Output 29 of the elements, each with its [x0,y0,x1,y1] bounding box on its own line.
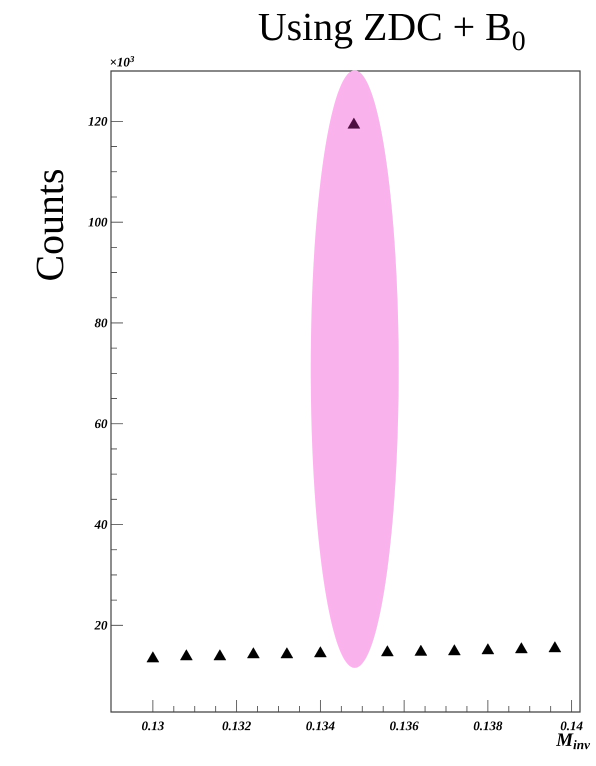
point [448,644,461,656]
point [515,642,528,654]
point [414,644,428,656]
y-tick-label: 40 [94,520,108,529]
point [247,647,260,658]
point [482,643,494,654]
text: ×10$^{3}$ [110,56,134,66]
y-tick-label: 60 [94,419,108,428]
point [214,649,226,660]
point [314,646,327,658]
x-tick-label: 0.136 [390,722,419,730]
y-tick-label: 120 [88,117,108,126]
point [381,645,394,656]
point [180,649,193,660]
x-tick-label: 0.132 [222,722,251,730]
point [548,641,562,652]
y-axis-title: Counts [36,170,64,280]
point [348,118,360,129]
chart-title: Using ZDC + B$_{0}$ [258,14,525,50]
x-axis-title: M$_{inv}$ [556,734,590,750]
point [146,651,160,662]
point [280,647,294,658]
x-tick-label: 0.138 [474,722,502,730]
x-tick-label: 0.14 [560,722,583,730]
y-tick-label: 20 [94,620,108,630]
y-tick-label: 100 [88,218,108,227]
x-tick-label: 0.13 [142,722,164,730]
y-tick-label: 80 [94,318,108,328]
x-tick-label: 0.134 [306,722,335,730]
